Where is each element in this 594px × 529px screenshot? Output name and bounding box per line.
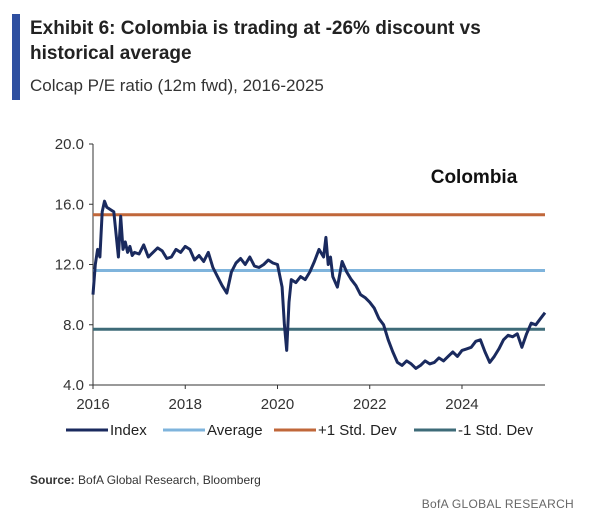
x-tick-label: 2018	[169, 396, 202, 413]
x-tick-label: 2024	[445, 396, 478, 413]
x-tick-label: 2022	[353, 396, 386, 413]
legend-label-minus-1-std-dev: -1 Std. Dev	[458, 422, 534, 439]
y-tick-label: 12.0	[55, 257, 84, 274]
source-note: Source: BofA Global Research, Bloomberg	[30, 473, 261, 487]
y-tick-label: 8.0	[63, 317, 84, 334]
index-series-group	[93, 201, 545, 368]
index-series-line	[93, 201, 545, 368]
x-tick-label: 2020	[261, 396, 294, 413]
pe-ratio-chart: 4.0 8.0 12.0 16.0 20.0 2016 2018 2020 2022 2024 C…	[0, 0, 594, 470]
y-tick-label: 20.0	[55, 136, 84, 153]
y-tick-label: 16.0	[55, 196, 84, 213]
source-label: Source:	[30, 473, 75, 487]
y-tick-label: 4.0	[63, 377, 84, 394]
legend-label-average: Average	[207, 422, 263, 439]
reference-lines	[93, 215, 545, 329]
chart-legend: Index Average +1 Std. Dev -1 Std. Dev	[66, 422, 534, 439]
brand-label: BofA GLOBAL RESEARCH	[422, 497, 574, 511]
source-text: BofA Global Research, Bloomberg	[75, 473, 261, 487]
legend-label-plus-1-std-dev: +1 Std. Dev	[318, 422, 397, 439]
chart-annotation: Colombia	[431, 167, 518, 188]
x-tick-label: 2016	[76, 396, 109, 413]
legend-label-index: Index	[110, 422, 147, 439]
